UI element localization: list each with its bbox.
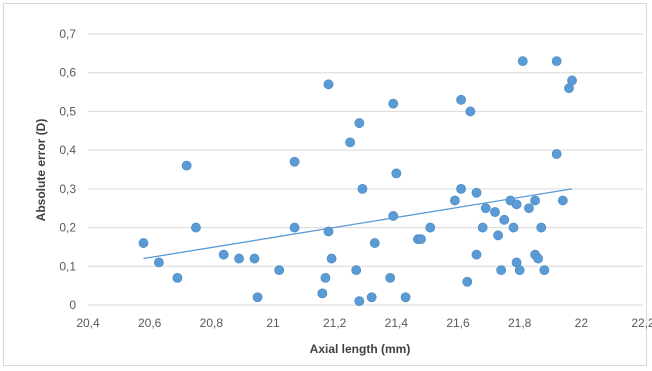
data-point bbox=[425, 222, 436, 233]
data-point bbox=[252, 292, 263, 303]
data-point bbox=[462, 276, 473, 287]
data-point bbox=[557, 195, 568, 206]
data-point bbox=[323, 79, 334, 90]
data-point bbox=[249, 253, 260, 264]
data-point bbox=[567, 75, 577, 86]
data-point bbox=[465, 106, 476, 117]
data-point bbox=[490, 207, 500, 217]
data-point bbox=[391, 168, 402, 179]
x-tick-label: 22 bbox=[575, 316, 589, 330]
x-tick-label: 21,4 bbox=[385, 316, 409, 330]
y-tick-label: 0,3 bbox=[59, 182, 76, 196]
x-tick-label: 20,4 bbox=[76, 316, 100, 330]
data-point bbox=[388, 98, 399, 109]
data-point bbox=[289, 222, 300, 233]
data-point bbox=[551, 56, 562, 66]
data-point bbox=[477, 222, 488, 233]
trendline-layer bbox=[143, 188, 573, 260]
data-point bbox=[317, 288, 328, 299]
x-tick-label: 21,6 bbox=[446, 316, 470, 330]
data-point bbox=[385, 272, 396, 283]
data-point bbox=[234, 253, 244, 264]
data-point bbox=[493, 230, 503, 241]
y-tick-label: 0,4 bbox=[59, 143, 76, 157]
data-point bbox=[326, 253, 337, 264]
x-tick-label: 20,6 bbox=[138, 316, 162, 330]
data-point bbox=[524, 203, 534, 214]
data-point bbox=[357, 183, 368, 194]
x-axis-title: Axial length (mm) bbox=[310, 342, 411, 356]
data-point bbox=[345, 137, 355, 148]
data-point bbox=[496, 265, 507, 276]
data-point bbox=[508, 222, 519, 233]
data-point bbox=[517, 56, 528, 66]
trendline bbox=[143, 188, 573, 260]
data-point bbox=[456, 183, 466, 194]
data-point bbox=[351, 265, 362, 276]
data-point bbox=[138, 238, 149, 248]
y-axis-title: Absolute error (D) bbox=[34, 119, 48, 222]
y-tick-label: 0,2 bbox=[59, 221, 76, 235]
data-point bbox=[366, 292, 377, 303]
x-tick-label: 21 bbox=[266, 316, 280, 330]
data-point bbox=[181, 160, 192, 171]
y-tick-label: 0,1 bbox=[59, 259, 76, 273]
y-tick-label: 0,7 bbox=[59, 27, 76, 41]
data-point bbox=[289, 156, 300, 167]
data-point bbox=[172, 272, 183, 283]
x-tick-label: 20,8 bbox=[200, 316, 224, 330]
data-point bbox=[536, 222, 547, 233]
data-point bbox=[416, 234, 426, 245]
data-point bbox=[533, 253, 544, 264]
data-point bbox=[400, 292, 411, 303]
x-tick-label: 21,8 bbox=[508, 316, 532, 330]
y-tick-label: 0 bbox=[69, 298, 76, 312]
y-tick-label: 0,6 bbox=[59, 66, 76, 80]
data-point bbox=[323, 226, 334, 237]
data-point bbox=[471, 187, 482, 198]
data-point bbox=[450, 195, 460, 206]
x-axis-ticks: 20,4 20,6 20,8 21 21,2 21,4 21,6 21,8 22 22,2 bbox=[76, 316, 652, 330]
data-point bbox=[511, 199, 522, 210]
data-point bbox=[551, 149, 562, 159]
y-tick-label: 0,5 bbox=[59, 104, 76, 118]
data-point bbox=[369, 238, 380, 248]
data-point bbox=[154, 257, 164, 268]
y-axis-ticks: 0 0,1 0,2 0,3 0,4 0,5 0,6 0,7 bbox=[59, 27, 76, 312]
gridlines bbox=[88, 33, 643, 306]
data-point bbox=[274, 265, 285, 276]
data-point bbox=[354, 118, 365, 128]
data-point bbox=[320, 272, 331, 283]
data-point bbox=[218, 249, 229, 260]
x-tick-label: 22,2 bbox=[631, 316, 652, 330]
data-point bbox=[388, 211, 399, 221]
x-tick-label: 21,2 bbox=[323, 316, 347, 330]
data-point bbox=[514, 265, 525, 276]
data-point bbox=[354, 296, 365, 307]
data-point bbox=[539, 265, 550, 276]
data-point bbox=[456, 94, 466, 105]
data-point bbox=[191, 222, 201, 233]
data-points bbox=[138, 56, 577, 307]
data-point bbox=[530, 195, 540, 206]
data-point bbox=[499, 214, 510, 225]
data-point bbox=[480, 203, 491, 214]
data-point bbox=[471, 249, 482, 260]
